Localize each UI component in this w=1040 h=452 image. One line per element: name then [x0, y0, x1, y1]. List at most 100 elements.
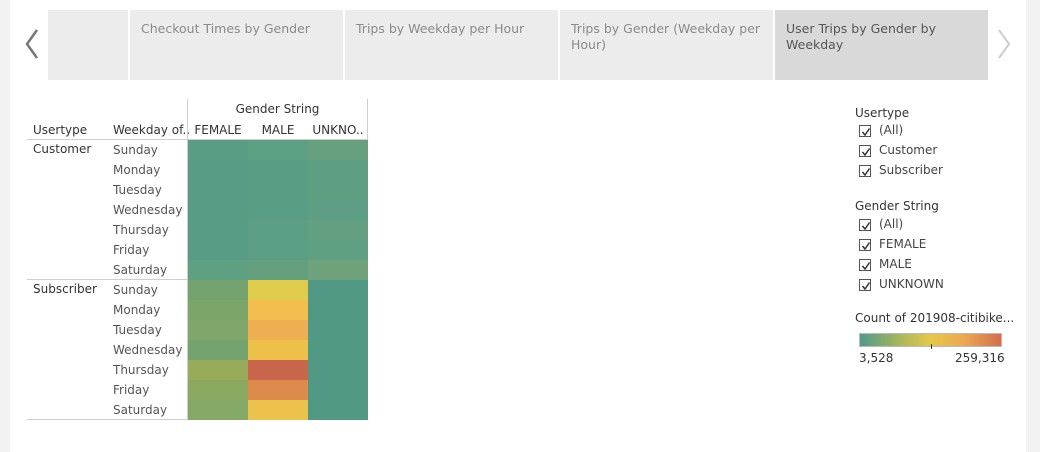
story-tab-checkout-times-by-gender[interactable]: Checkout Times by Gender — [130, 10, 343, 80]
heatmap-cell[interactable] — [308, 280, 368, 300]
heatmap-cell[interactable] — [308, 360, 368, 380]
heatmap-cell[interactable] — [188, 380, 248, 400]
row-weekday-label[interactable]: Monday — [113, 303, 161, 317]
heatmap-cell[interactable] — [188, 160, 248, 180]
heatmap-cell[interactable] — [308, 240, 368, 260]
row-weekday-label[interactable]: Sunday — [113, 143, 158, 157]
heatmap-cell[interactable] — [188, 280, 248, 300]
row-weekday-label[interactable]: Monday — [113, 163, 161, 177]
heatmap-cell[interactable] — [248, 380, 308, 400]
filter-item-label: Customer — [879, 143, 938, 157]
checkbox-checked-icon[interactable] — [859, 125, 871, 137]
heatmap-cell[interactable] — [308, 340, 368, 360]
filter-item-label: (All) — [879, 217, 904, 231]
filter-item-label: Subscriber — [879, 163, 943, 177]
row-weekday-label[interactable]: Friday — [113, 383, 150, 397]
column-header-unknown[interactable]: UNKNO.. — [312, 123, 364, 137]
next-story-point-button[interactable] — [996, 28, 1012, 60]
usertype-column-header[interactable]: Usertype — [33, 123, 88, 137]
checkbox-checked-icon[interactable] — [859, 165, 871, 177]
color-legend-gradient — [859, 333, 1002, 347]
heatmap-grid — [188, 140, 368, 420]
heatmap-cell[interactable] — [188, 180, 248, 200]
heatmap-cell[interactable] — [308, 260, 368, 280]
story-tab-label: Trips by Weekday per Hour — [356, 21, 525, 36]
legend-center-tick — [931, 344, 932, 349]
heatmap-cell[interactable] — [308, 200, 368, 220]
row-weekday-label[interactable]: Wednesday — [113, 203, 183, 217]
heatmap-cell[interactable] — [248, 320, 308, 340]
row-weekday-label[interactable]: Saturday — [113, 403, 168, 417]
heatmap-cell[interactable] — [308, 380, 368, 400]
filter-item-label: (All) — [879, 123, 904, 137]
gender-filter-title: Gender String — [855, 199, 939, 213]
heatmap-cell[interactable] — [188, 200, 248, 220]
gender-string-header[interactable]: Gender String — [235, 102, 320, 116]
heatmap-cell[interactable] — [308, 220, 368, 240]
story-tab-user-trips-by-gender-by-weekday[interactable]: User Trips by Gender by Weekday — [775, 10, 988, 80]
heatmap-cell[interactable] — [248, 280, 308, 300]
heatmap-cell[interactable] — [248, 360, 308, 380]
checkbox-checked-icon[interactable] — [859, 239, 871, 251]
heatmap-cell[interactable] — [248, 180, 308, 200]
story-tab-trips-by-weekday-per-hour[interactable]: Trips by Weekday per Hour — [345, 10, 558, 80]
story-tab-label: Trips by Gender (Weekday per Hour) — [571, 21, 761, 52]
heatmap-cell[interactable] — [188, 240, 248, 260]
row-weekday-label[interactable]: Tuesday — [113, 323, 162, 337]
filter-item-label: UNKNOWN — [879, 277, 944, 291]
story-tab-0[interactable]: ers — [48, 10, 128, 80]
heatmap-cell[interactable] — [248, 240, 308, 260]
filter-item-label: MALE — [879, 257, 912, 271]
heatmap-cell[interactable] — [248, 340, 308, 360]
filter-item-label: FEMALE — [879, 237, 927, 251]
row-weekday-label[interactable]: Friday — [113, 243, 150, 257]
legend-min-value: 3,528 — [859, 351, 894, 365]
story-tab-trips-by-gender-weekday-per-hour[interactable]: Trips by Gender (Weekday per Hour) — [560, 10, 773, 80]
heatmap-cell[interactable] — [308, 140, 368, 160]
heatmap-cell[interactable] — [188, 320, 248, 340]
column-header-male[interactable]: MALE — [261, 123, 295, 137]
checkbox-checked-icon[interactable] — [859, 259, 871, 271]
heatmap-cell[interactable] — [188, 140, 248, 160]
heatmap-cell[interactable] — [308, 180, 368, 200]
checkbox-checked-icon[interactable] — [859, 219, 871, 231]
previous-story-point-button[interactable] — [24, 28, 40, 60]
usertype-filter-title: Usertype — [855, 106, 910, 120]
heatmap-cell[interactable] — [248, 140, 308, 160]
heatmap-cell[interactable] — [308, 400, 368, 420]
row-weekday-label[interactable]: Wednesday — [113, 343, 183, 357]
weekday-column-header[interactable]: Weekday of.. — [113, 123, 191, 137]
row-weekday-label[interactable]: Sunday — [113, 283, 158, 297]
row-weekday-label[interactable]: Saturday — [113, 263, 168, 277]
legend-max-value: 259,316 — [955, 351, 1005, 365]
heatmap-cell[interactable] — [248, 220, 308, 240]
heatmap-cell[interactable] — [308, 320, 368, 340]
heatmap-cell[interactable] — [248, 200, 308, 220]
heatmap-cell[interactable] — [188, 340, 248, 360]
heatmap-cell[interactable] — [188, 400, 248, 420]
heatmap-cell[interactable] — [248, 300, 308, 320]
heatmap-cell[interactable] — [308, 300, 368, 320]
heatmap-cell[interactable] — [248, 260, 308, 280]
column-header-female[interactable]: FEMALE — [194, 123, 242, 137]
heatmap-cell[interactable] — [188, 300, 248, 320]
row-weekday-label[interactable]: Thursday — [113, 223, 169, 237]
heatmap-cell[interactable] — [248, 400, 308, 420]
chevron-left-icon — [25, 29, 39, 59]
checkbox-checked-icon[interactable] — [859, 145, 871, 157]
heatmap-cell[interactable] — [248, 160, 308, 180]
heatmap-cell[interactable] — [308, 160, 368, 180]
grid-divider — [367, 99, 368, 139]
row-weekday-label[interactable]: Thursday — [113, 363, 169, 377]
color-legend-title[interactable]: Count of 201908-citibike... — [855, 311, 1015, 325]
checkbox-checked-icon[interactable] — [859, 279, 871, 291]
heatmap-cell[interactable] — [188, 360, 248, 380]
story-tab-label: User Trips by Gender by Weekday — [786, 21, 936, 52]
row-header-customer[interactable]: Customer — [33, 142, 92, 156]
row-weekday-label[interactable]: Tuesday — [113, 183, 162, 197]
chevron-right-icon — [998, 29, 1011, 59]
story-tab-label: Checkout Times by Gender — [141, 21, 310, 36]
row-header-subscriber[interactable]: Subscriber — [33, 282, 97, 296]
heatmap-cell[interactable] — [188, 260, 248, 280]
heatmap-cell[interactable] — [188, 220, 248, 240]
